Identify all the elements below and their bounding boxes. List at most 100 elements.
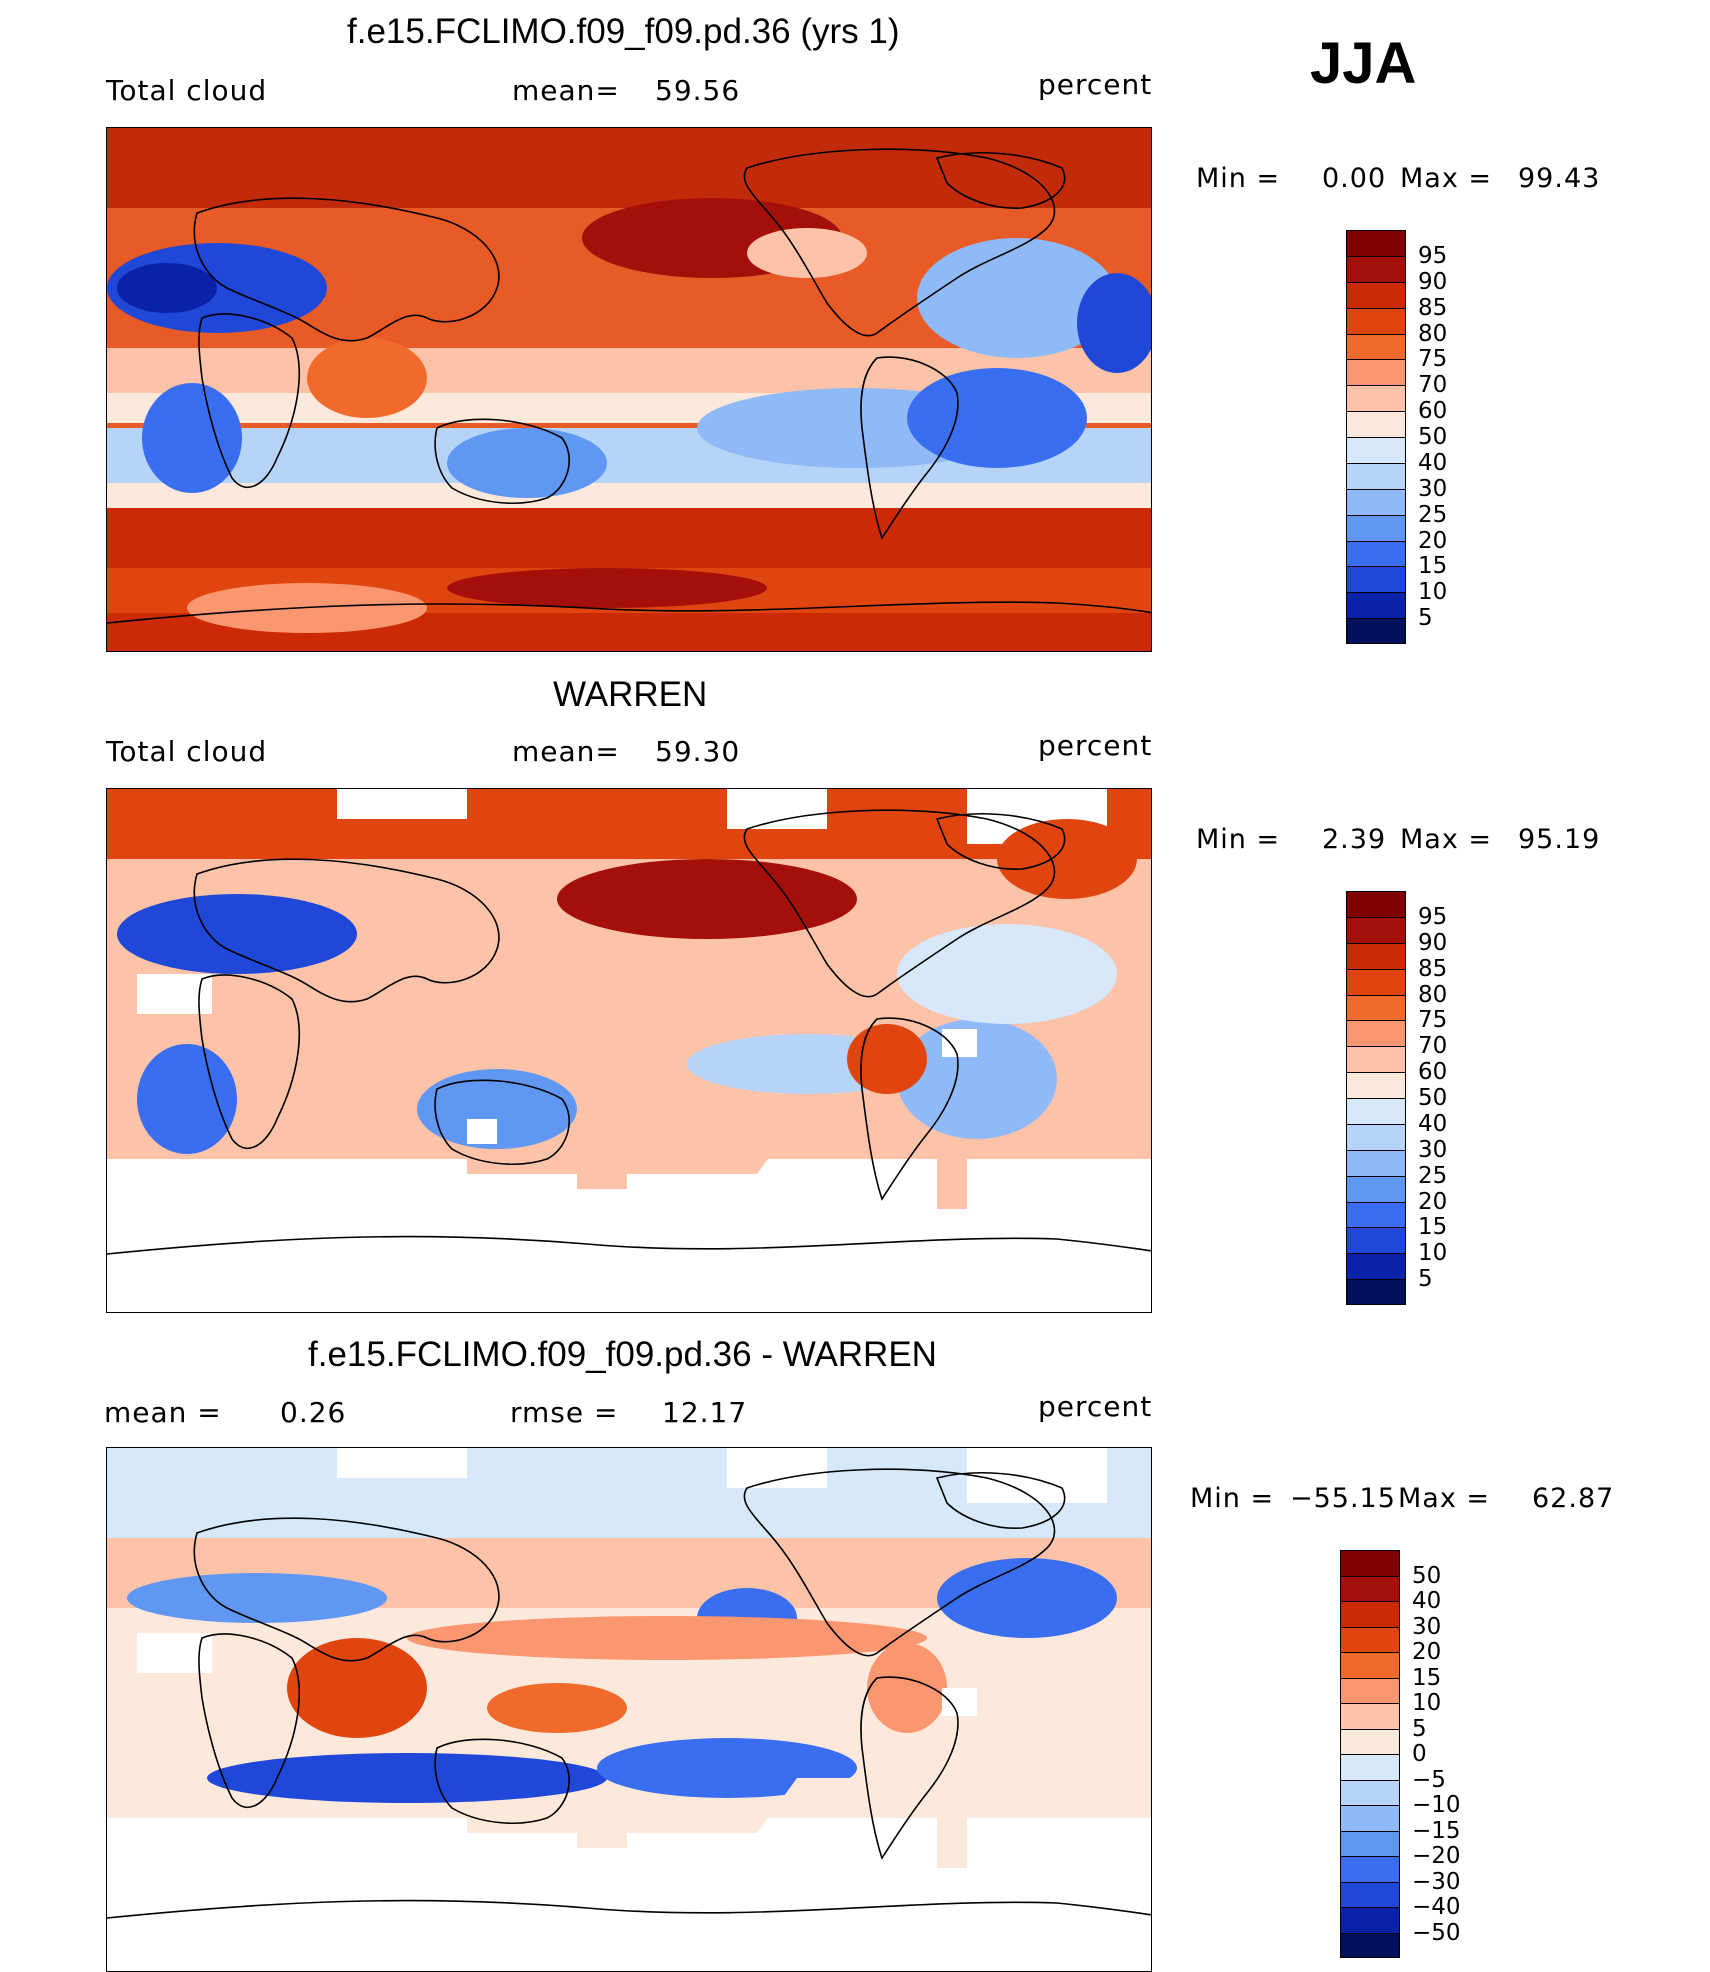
colorbar-tick-label: 40 [1412, 1588, 1442, 1614]
colorbar-swatch [1346, 1123, 1406, 1150]
colorbar-swatch [1340, 1805, 1400, 1831]
panel-3-rmse-label: rmse = [510, 1396, 619, 1429]
colorbar-tick-label: 20 [1418, 527, 1448, 554]
colorbar-tick-label: 90 [1418, 929, 1448, 956]
colorbar-tick-label: 25 [1418, 1162, 1448, 1189]
colorbar-tick-label: 25 [1418, 501, 1448, 528]
panel-2-map [106, 788, 1152, 1313]
colorbar-tick-label: 40 [1418, 1110, 1448, 1137]
panel-1-max-value: 99.43 [1518, 163, 1601, 194]
colorbar-swatch [1340, 1856, 1400, 1882]
colorbar-tick-label: 10 [1412, 1690, 1442, 1716]
colorbar-tick-label: 15 [1418, 1214, 1448, 1241]
colorbar-swatch [1346, 1072, 1406, 1098]
colorbar-tick-label: 95 [1418, 903, 1448, 930]
panel-2-variable-label: Total cloud [106, 735, 268, 768]
colorbar-swatch [1346, 942, 1406, 969]
colorbar-swatch [1346, 994, 1406, 1021]
colorbar-swatch [1340, 1575, 1400, 1601]
colorbar-swatch [1340, 1703, 1400, 1729]
colorbar-swatch [1346, 411, 1406, 437]
colorbar-tick-label: −20 [1412, 1843, 1461, 1869]
panel-1-colorbar: 95 90 85 80 75 70 60 50 40 30 25 20 15 10 5 [1346, 230, 1447, 644]
panel-1-mean-value: 59.56 [655, 74, 741, 107]
panel-2-min-label: Min = [1196, 824, 1281, 855]
panel-3-min-label: Min = [1190, 1483, 1275, 1514]
colorbar-tick-label: 95 [1418, 242, 1448, 269]
panel-2-max-value: 95.19 [1518, 824, 1601, 855]
colorbar-swatch [1340, 1754, 1400, 1780]
colorbar-swatch [1340, 1728, 1400, 1754]
colorbar-swatch [1346, 1098, 1406, 1124]
colorbar-swatch [1346, 281, 1406, 308]
colorbar-swatch [1346, 1149, 1406, 1176]
colorbar-tick-label: 50 [1418, 1085, 1448, 1111]
colorbar-swatch [1340, 1907, 1400, 1933]
panel-1-min-label: Min = [1196, 163, 1281, 194]
colorbar-swatch [1346, 618, 1406, 644]
panel-2-units: percent [1038, 729, 1153, 762]
colorbar-swatch [1346, 1046, 1406, 1073]
colorbar-swatch [1340, 1779, 1400, 1805]
colorbar-tick-label: 80 [1418, 981, 1448, 1008]
panel-3-units: percent [1038, 1390, 1153, 1423]
colorbar-swatch [1340, 1550, 1400, 1576]
colorbar-swatch [1346, 488, 1406, 515]
colorbar-tick-label: −40 [1412, 1894, 1461, 1920]
colorbar-tick-label: 75 [1418, 346, 1448, 373]
colorbar-tick-label: 5 [1418, 605, 1433, 632]
colorbar-tick-label: 5 [1412, 1715, 1427, 1742]
colorbar-tick-label: −50 [1412, 1919, 1461, 1946]
colorbar-swatch [1346, 566, 1406, 593]
colorbar-tick-label: 20 [1418, 1188, 1448, 1215]
panel-3-max-value: 62.87 [1532, 1483, 1615, 1514]
colorbar-swatch [1346, 968, 1406, 995]
panel-3-min-value: −55.15 [1290, 1483, 1396, 1514]
colorbar-tick-label: 20 [1412, 1639, 1442, 1665]
colorbar-tick-label: 75 [1418, 1007, 1448, 1034]
panel-3-title: f.e15.FCLIMO.f09_f09.pd.36 - WARREN [308, 1335, 937, 1374]
colorbar-tick-label: −10 [1412, 1792, 1461, 1818]
colorbar-swatch [1346, 916, 1406, 943]
colorbar-swatch [1346, 1253, 1406, 1280]
colorbar-swatch [1346, 437, 1406, 463]
colorbar-tick-label: 30 [1418, 1136, 1448, 1163]
colorbar-tick-label: 10 [1418, 1240, 1448, 1267]
colorbar-swatch [1340, 1881, 1400, 1907]
colorbar-swatch [1340, 1652, 1400, 1678]
panel-1-mean-label: mean= [512, 74, 620, 107]
colorbar-tick-label: 5 [1418, 1266, 1433, 1293]
colorbar-tick-label: 10 [1418, 579, 1448, 606]
colorbar-tick-label: 70 [1418, 372, 1448, 399]
colorbar-swatch [1346, 891, 1406, 917]
colorbar-swatch [1346, 359, 1406, 386]
colorbar-swatch [1346, 1201, 1406, 1228]
panel-2-colorbar: 95 90 85 80 75 70 60 50 40 30 25 20 15 10 5 [1346, 891, 1447, 1305]
panel-1-min-value: 0.00 [1322, 163, 1387, 194]
panel-1-map [106, 127, 1152, 652]
colorbar-swatch [1346, 540, 1406, 567]
colorbar-swatch [1346, 1227, 1406, 1254]
colorbar-swatch [1346, 255, 1406, 282]
colorbar-swatch [1346, 592, 1406, 619]
colorbar-tick-label: −15 [1412, 1817, 1461, 1844]
colorbar-tick-label: 60 [1418, 398, 1448, 425]
panel-3-mean-value: 0.26 [280, 1396, 347, 1429]
colorbar-tick-label: 40 [1418, 449, 1448, 476]
colorbar-tick-label: 0 [1412, 1741, 1427, 1767]
colorbar-tick-label: 30 [1418, 475, 1448, 502]
panel-3-colorbar: 50 40 30 20 15 10 5 0 −5 −10 −15 −20 −30 −40 −50 [1340, 1550, 1461, 1958]
panel-3-map [106, 1447, 1152, 1972]
colorbar-swatch [1346, 1020, 1406, 1047]
colorbar-swatch [1340, 1932, 1400, 1958]
panel-2-mean-value: 59.30 [655, 735, 741, 768]
panel-1-title: f.e15.FCLIMO.f09_f09.pd.36 (yrs 1) [347, 12, 900, 51]
colorbar-tick-label: 50 [1412, 1562, 1442, 1589]
colorbar-swatch [1346, 307, 1406, 334]
panel-3-mean-label: mean = [104, 1396, 222, 1429]
colorbar-swatch [1340, 1601, 1400, 1627]
colorbar-swatch [1340, 1830, 1400, 1856]
colorbar-tick-label: 15 [1418, 553, 1448, 580]
panel-2-title: WARREN [553, 675, 708, 714]
colorbar-tick-label: 30 [1412, 1613, 1442, 1640]
